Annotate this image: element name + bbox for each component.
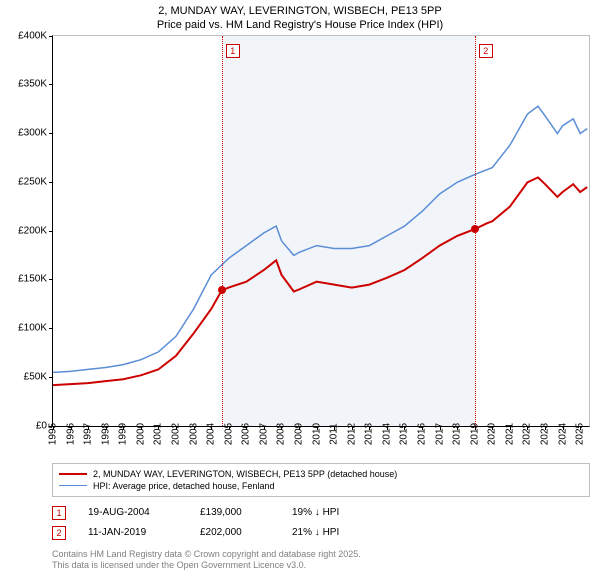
sale-diff: 19% ↓ HPI bbox=[292, 507, 372, 518]
x-tick-label: 2015 bbox=[399, 422, 410, 444]
y-tick-mark bbox=[49, 133, 53, 134]
x-tick-label: 2024 bbox=[557, 422, 568, 444]
y-tick-label: £0 bbox=[36, 420, 47, 431]
y-tick-label: £200K bbox=[18, 225, 47, 236]
legend-swatch bbox=[59, 473, 87, 475]
footer-line-1: Contains HM Land Registry data © Crown c… bbox=[52, 549, 590, 561]
legend-label: HPI: Average price, detached house, Fenl… bbox=[93, 481, 274, 491]
x-tick-label: 2011 bbox=[329, 423, 340, 445]
x-tick-label: 2014 bbox=[381, 422, 392, 444]
x-tick-label: 1998 bbox=[100, 422, 111, 444]
sale-price: £202,000 bbox=[200, 527, 270, 538]
x-tick-label: 2021 bbox=[504, 422, 515, 444]
sales-table: 1 19-AUG-2004 £139,000 19% ↓ HPI 2 11-JA… bbox=[52, 503, 590, 543]
x-tick-label: 2025 bbox=[575, 422, 586, 444]
x-tick-label: 2017 bbox=[434, 422, 445, 444]
y-tick-mark bbox=[49, 36, 53, 37]
x-tick-label: 2006 bbox=[241, 422, 252, 444]
sale-diff: 21% ↓ HPI bbox=[292, 527, 372, 538]
series-line-price_paid bbox=[53, 177, 587, 385]
x-tick-label: 2007 bbox=[258, 422, 269, 444]
legend-swatch bbox=[59, 485, 87, 486]
x-tick-label: 2003 bbox=[188, 422, 199, 444]
x-tick-label: 2010 bbox=[311, 422, 322, 444]
x-tick-label: 2023 bbox=[540, 422, 551, 444]
y-tick-label: £250K bbox=[18, 176, 47, 187]
sale-dot bbox=[218, 286, 226, 294]
series-line-hpi bbox=[53, 106, 587, 372]
x-tick-label: 1996 bbox=[65, 422, 76, 444]
sale-row: 2 11-JAN-2019 £202,000 21% ↓ HPI bbox=[52, 523, 590, 543]
y-tick-mark bbox=[49, 182, 53, 183]
legend-item: 2, MUNDAY WAY, LEVERINGTON, WISBECH, PE1… bbox=[59, 468, 583, 480]
y-tick-label: £400K bbox=[18, 30, 47, 41]
chart-lines-svg bbox=[53, 36, 589, 426]
y-tick-mark bbox=[49, 84, 53, 85]
x-tick-label: 2005 bbox=[223, 422, 234, 444]
legend-label: 2, MUNDAY WAY, LEVERINGTON, WISBECH, PE1… bbox=[93, 469, 397, 479]
footer-attribution: Contains HM Land Registry data © Crown c… bbox=[52, 549, 590, 572]
y-tick-label: £100K bbox=[18, 323, 47, 334]
x-tick-label: 1997 bbox=[83, 422, 94, 444]
chart-plot-area: £0£50K£100K£150K£200K£250K£300K£350K£400… bbox=[52, 35, 590, 427]
y-tick-label: £150K bbox=[18, 274, 47, 285]
sale-date: 11-JAN-2019 bbox=[88, 527, 178, 538]
sale-marker-icon: 1 bbox=[52, 506, 66, 520]
x-tick-label: 2012 bbox=[346, 422, 357, 444]
y-tick-mark bbox=[49, 231, 53, 232]
x-tick-label: 2019 bbox=[469, 422, 480, 444]
y-tick-label: £350K bbox=[18, 79, 47, 90]
x-tick-label: 2002 bbox=[171, 422, 182, 444]
x-tick-label: 2016 bbox=[417, 422, 428, 444]
x-tick-label: 1999 bbox=[118, 422, 129, 444]
y-tick-mark bbox=[49, 279, 53, 280]
marker-box: 2 bbox=[479, 44, 493, 58]
marker-line bbox=[222, 36, 223, 426]
y-tick-mark bbox=[49, 377, 53, 378]
x-tick-label: 2018 bbox=[452, 422, 463, 444]
x-tick-label: 2020 bbox=[487, 422, 498, 444]
sale-date: 19-AUG-2004 bbox=[88, 507, 178, 518]
x-tick-label: 2001 bbox=[153, 422, 164, 444]
x-tick-label: 2009 bbox=[294, 422, 305, 444]
y-tick-label: £300K bbox=[18, 128, 47, 139]
sale-marker-icon: 2 bbox=[52, 526, 66, 540]
x-tick-label: 2004 bbox=[206, 422, 217, 444]
title-line-2: Price paid vs. HM Land Registry's House … bbox=[0, 18, 600, 32]
sale-dot bbox=[471, 225, 479, 233]
legend-item: HPI: Average price, detached house, Fenl… bbox=[59, 480, 583, 492]
y-tick-mark bbox=[49, 328, 53, 329]
marker-box: 1 bbox=[226, 44, 240, 58]
chart-title: 2, MUNDAY WAY, LEVERINGTON, WISBECH, PE1… bbox=[0, 0, 600, 35]
sale-row: 1 19-AUG-2004 £139,000 19% ↓ HPI bbox=[52, 503, 590, 523]
legend-box: 2, MUNDAY WAY, LEVERINGTON, WISBECH, PE1… bbox=[52, 463, 590, 497]
x-tick-label: 2013 bbox=[364, 422, 375, 444]
x-tick-label: 1995 bbox=[48, 422, 59, 444]
x-tick-label: 2022 bbox=[522, 422, 533, 444]
sale-price: £139,000 bbox=[200, 507, 270, 518]
title-line-1: 2, MUNDAY WAY, LEVERINGTON, WISBECH, PE1… bbox=[0, 4, 600, 18]
footer-line-2: This data is licensed under the Open Gov… bbox=[52, 560, 590, 572]
x-tick-label: 2008 bbox=[276, 422, 287, 444]
x-tick-label: 2000 bbox=[135, 422, 146, 444]
y-tick-label: £50K bbox=[24, 371, 47, 382]
